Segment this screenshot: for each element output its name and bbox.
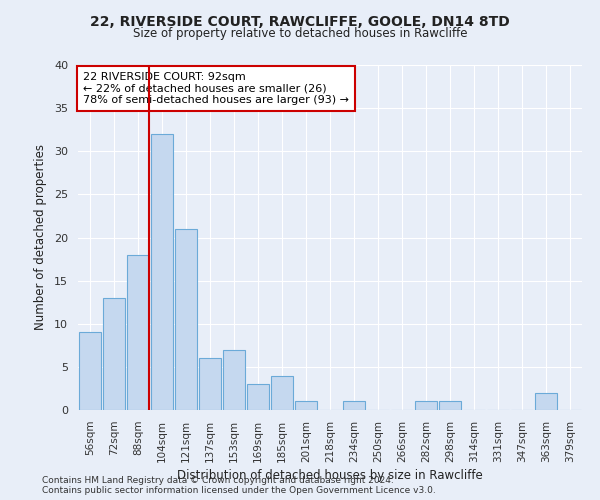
Bar	[415, 402, 437, 410]
Bar	[247, 384, 269, 410]
X-axis label: Distribution of detached houses by size in Rawcliffe: Distribution of detached houses by size …	[177, 469, 483, 482]
Bar	[295, 402, 317, 410]
Bar	[127, 255, 149, 410]
Bar	[175, 229, 197, 410]
Bar	[439, 402, 461, 410]
Bar	[535, 393, 557, 410]
Text: Size of property relative to detached houses in Rawcliffe: Size of property relative to detached ho…	[133, 28, 467, 40]
Bar	[199, 358, 221, 410]
Bar	[223, 350, 245, 410]
Bar	[79, 332, 101, 410]
Bar	[103, 298, 125, 410]
Text: 22, RIVERSIDE COURT, RAWCLIFFE, GOOLE, DN14 8TD: 22, RIVERSIDE COURT, RAWCLIFFE, GOOLE, D…	[90, 15, 510, 29]
Text: Contains public sector information licensed under the Open Government Licence v3: Contains public sector information licen…	[42, 486, 436, 495]
Bar	[343, 402, 365, 410]
Text: Contains HM Land Registry data © Crown copyright and database right 2024.: Contains HM Land Registry data © Crown c…	[42, 476, 394, 485]
Y-axis label: Number of detached properties: Number of detached properties	[34, 144, 47, 330]
Bar	[151, 134, 173, 410]
Bar	[271, 376, 293, 410]
Text: 22 RIVERSIDE COURT: 92sqm
← 22% of detached houses are smaller (26)
78% of semi-: 22 RIVERSIDE COURT: 92sqm ← 22% of detac…	[83, 72, 349, 105]
